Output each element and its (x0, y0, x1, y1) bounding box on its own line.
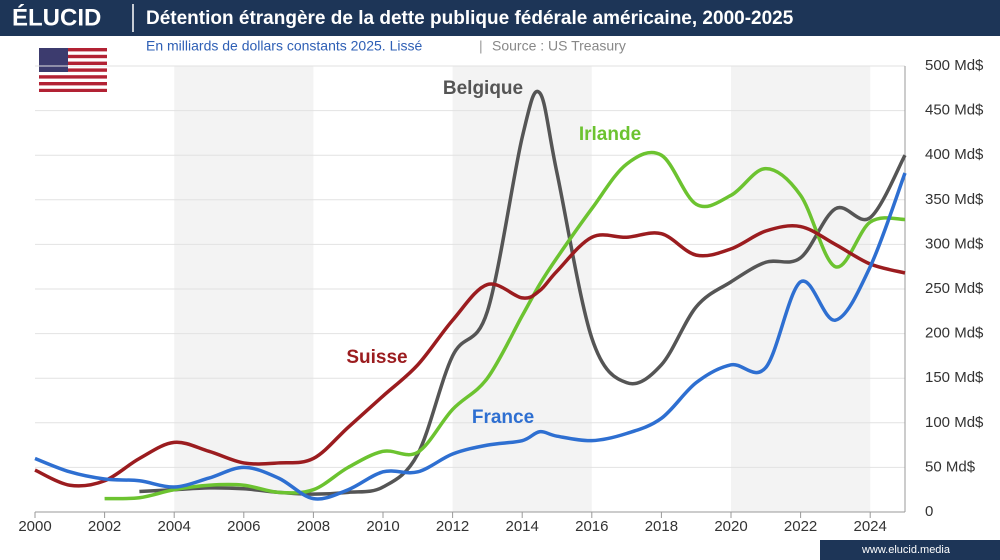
x-tick-label: 2022 (784, 518, 817, 535)
y-tick-label: 300 Md$ (925, 235, 984, 252)
x-tick-label: 2010 (366, 518, 399, 535)
y-tick-label: 450 Md$ (925, 102, 984, 119)
y-tick-label: 200 Md$ (925, 325, 984, 342)
chart-title: Détention étrangère de la dette publique… (146, 8, 794, 29)
x-tick-label: 2008 (297, 518, 330, 535)
chart-subtitle: En milliards de dollars constants 2025. … (146, 38, 422, 54)
y-tick-label: 50 Md$ (925, 458, 976, 475)
subtitle-separator: | (479, 38, 483, 54)
x-tick-label: 2024 (854, 518, 887, 535)
y-tick-label: 350 Md$ (925, 191, 984, 208)
series-label: France (472, 407, 534, 428)
brand-logo: ÉLUCID (12, 3, 101, 31)
x-tick-label: 2006 (227, 518, 260, 535)
y-tick-label: 500 Md$ (925, 57, 984, 74)
x-tick-label: 2012 (436, 518, 469, 535)
x-tick-label: 2016 (575, 518, 608, 535)
y-tick-label: 400 Md$ (925, 146, 984, 163)
footer-bar (820, 540, 1000, 560)
series-line (34, 224, 906, 488)
chart-source: Source : US Treasury (492, 38, 626, 54)
us-flag (39, 48, 107, 92)
y-tick-label: 150 Md$ (925, 369, 984, 386)
series-label: Belgique (443, 78, 523, 99)
y-tick-label: 100 Md$ (925, 414, 984, 431)
series-label: Irlande (579, 124, 641, 145)
x-tick-label: 2020 (714, 518, 747, 535)
series-line (104, 150, 906, 501)
y-tick-label: 0 (925, 503, 933, 520)
header-bar (0, 0, 1000, 36)
x-tick-label: 2014 (506, 518, 539, 535)
series-line (34, 172, 907, 501)
x-tick-label: 2000 (18, 518, 51, 535)
series-label: Suisse (346, 347, 407, 368)
footer-url: www.elucid.media (861, 544, 951, 556)
y-tick-label: 250 Md$ (925, 280, 984, 297)
x-tick-label: 2004 (158, 518, 191, 535)
x-tick-label: 2018 (645, 518, 678, 535)
x-tick-label: 2002 (88, 518, 121, 535)
